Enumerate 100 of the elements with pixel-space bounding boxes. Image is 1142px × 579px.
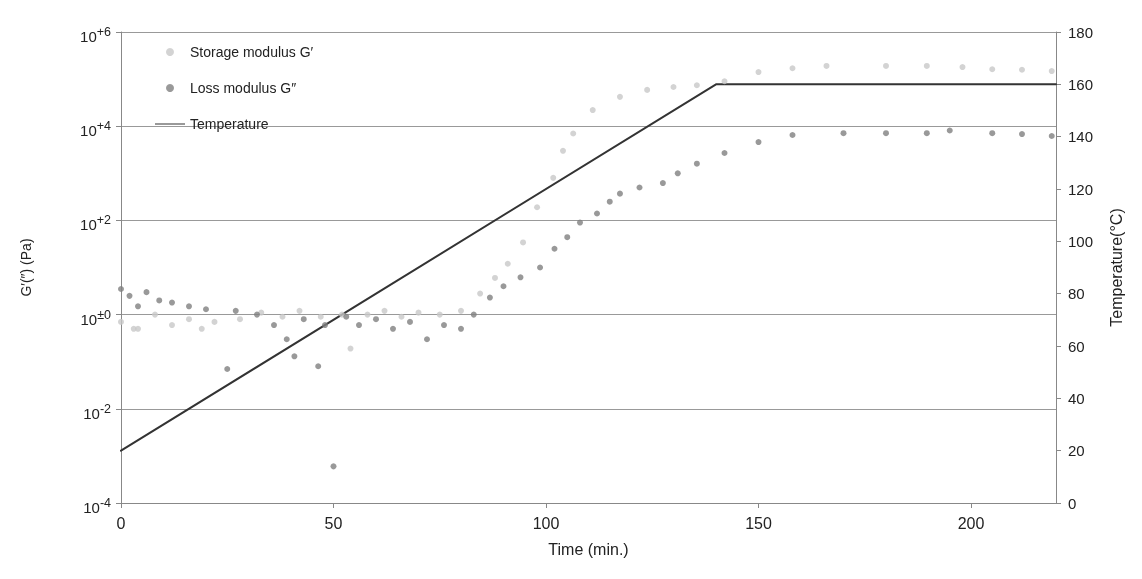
point [755,69,762,76]
point [500,283,507,290]
point [670,83,677,90]
y2-tick-label: 0 [1068,494,1077,512]
point [118,285,124,292]
point [254,311,260,318]
point [271,322,277,329]
point [594,210,600,217]
point [534,204,541,211]
point [560,147,566,154]
y-tick-label: 10$^{-4}$ [83,495,111,518]
point [169,322,175,329]
point [693,160,700,167]
point [504,260,511,267]
point [1048,132,1055,139]
point [441,322,447,329]
point [537,264,544,271]
point [1048,68,1055,75]
point [883,130,889,137]
legend-label: Temperature [190,116,269,132]
point [135,325,141,332]
y-tick-label: 10$^{+4}$ [80,118,111,142]
point [156,297,163,304]
point [755,139,762,146]
y2-tick-label: 20 [1068,442,1085,460]
point [296,307,303,314]
point [923,130,930,137]
point [356,322,362,329]
point [840,130,847,137]
point [381,307,388,314]
point [883,62,889,69]
point [283,336,290,343]
x-axis-title: Time (min.) [548,540,629,558]
point [616,190,623,197]
point [486,294,493,301]
point [315,363,322,370]
x-tick-label: 200 [957,514,985,532]
point [291,353,298,360]
point [721,78,728,85]
point [169,299,175,306]
point [520,239,527,246]
point [224,366,231,372]
point [570,130,577,137]
point [636,184,643,191]
point [198,325,205,332]
point [823,62,830,69]
point [659,180,666,187]
point [407,318,413,325]
point [211,318,218,325]
point [232,307,239,314]
point [364,311,371,318]
point [458,325,464,332]
point [989,130,996,137]
y2-tick-label: 180 [1068,23,1094,41]
point [1019,131,1025,138]
point [135,303,141,310]
point [470,311,477,318]
point [551,245,558,252]
point [436,311,443,318]
x-tick-label: 100 [532,514,560,532]
y2-tick-label: 160 [1068,75,1094,93]
point [322,322,328,329]
legend-label: Storage modulus G′ [190,44,314,60]
point [152,311,158,318]
point [923,62,930,69]
point [237,316,243,323]
point [721,149,728,156]
point [693,82,700,89]
point [203,306,209,313]
point [398,313,405,320]
point [186,316,192,323]
y2-tick-label: 60 [1068,337,1085,355]
y-axis-title: G′(″) (Pa) [18,238,34,297]
y2-axis-title: Temperature(°C) [1107,208,1125,327]
point [577,219,583,226]
point [789,65,796,72]
y2-tick-label: 80 [1068,285,1085,303]
point [343,313,350,320]
point [424,336,430,343]
point [517,274,524,281]
point [390,325,396,332]
point [674,170,681,177]
x-tick-label: 50 [324,514,343,532]
y2-tick-label: 40 [1068,389,1085,407]
point [989,66,996,73]
y2-tick-label: 120 [1068,180,1094,198]
point [589,107,596,114]
y2-tick-label: 100 [1068,232,1094,250]
point [492,274,498,281]
point [300,316,307,323]
x-tick-label: 0 [116,514,126,532]
point [616,93,623,100]
point [126,292,133,299]
point [347,345,354,352]
point [550,174,557,181]
point [477,290,484,297]
y-tick-label: 10$^{+2}$ [80,212,111,236]
point [458,307,464,314]
point [959,64,966,71]
point [644,86,651,93]
